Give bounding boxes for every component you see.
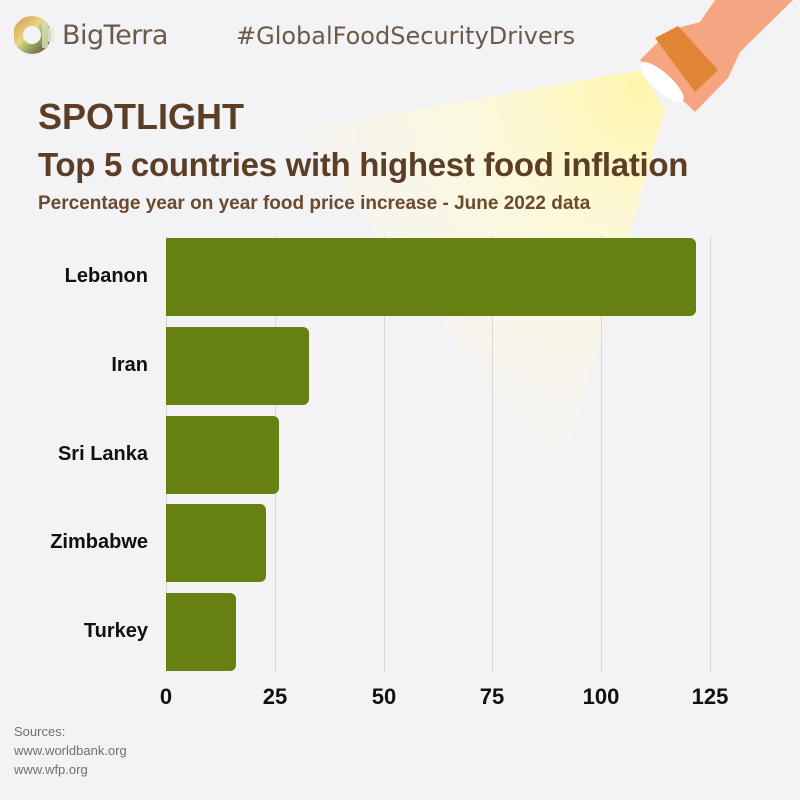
kicker-title: SPOTLIGHT (38, 96, 244, 137)
gridline-100 (601, 236, 602, 672)
bar-turkey (166, 593, 236, 671)
x-tick: 125 (691, 684, 729, 709)
sources: Sources: www.worldbank.org www.wfp.org (14, 722, 127, 779)
category-label: Turkey (83, 620, 148, 642)
x-tick: 100 (582, 684, 620, 709)
hashtag: #GlobalFoodSecurityDrivers (236, 22, 576, 50)
x-tick: 0 (159, 684, 173, 709)
category-label: Sri Lanka (57, 443, 148, 465)
x-tick: 75 (479, 684, 505, 709)
bar-lebanon (166, 238, 696, 316)
bar-iran (166, 327, 309, 405)
x-tick: 25 (262, 684, 288, 709)
brand-logo: BigTerra (14, 14, 168, 56)
category-label: Zimbabwe (50, 531, 148, 553)
source-link: www.worldbank.org (14, 743, 127, 758)
flashlight-icon (640, 0, 793, 112)
source-link: www.wfp.org (14, 762, 88, 777)
chart-title: Top 5 countries with highest food inflat… (38, 146, 689, 183)
gridline-75 (492, 236, 493, 672)
chart-subtitle: Percentage year on year food price incre… (38, 193, 591, 214)
gridline-125 (710, 236, 711, 672)
category-label: Lebanon (64, 265, 148, 287)
bar-sri-lanka (166, 416, 279, 494)
brand-name: BigTerra (62, 19, 168, 51)
bar-zimbabwe (166, 504, 266, 582)
x-tick: 50 (371, 684, 397, 709)
bigterra-logo-icon (14, 16, 54, 54)
sources-label: Sources: (14, 724, 66, 739)
category-label: Iran (111, 354, 148, 376)
gridline-50 (384, 236, 385, 672)
